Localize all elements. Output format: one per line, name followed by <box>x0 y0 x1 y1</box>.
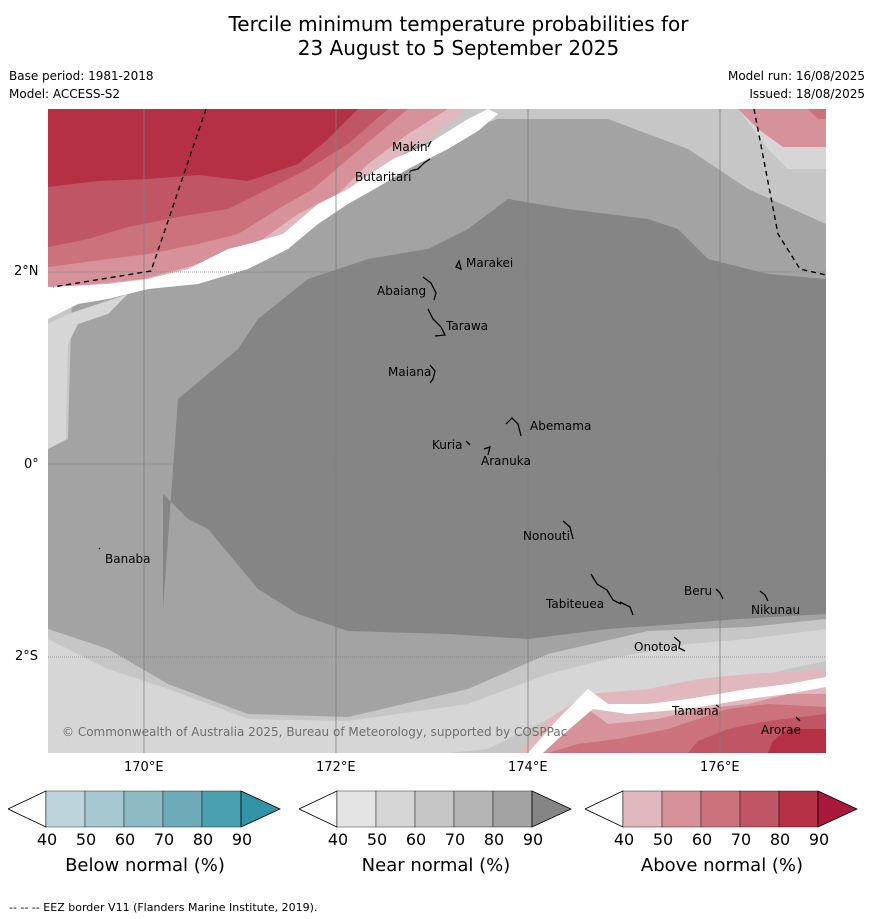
model-run: Model run: 16/08/2025 <box>727 69 865 83</box>
colorbar-below-seg-80-90 <box>201 790 242 828</box>
colorbar-near-seg-80-90 <box>492 790 533 828</box>
region-above-80-90-se <box>768 729 826 753</box>
label-tarawa: Tarawa <box>445 319 488 333</box>
copyright-text: © Commonwealth of Australia 2025, Bureau… <box>62 725 567 739</box>
label-butaritari: Butaritari <box>355 170 412 184</box>
colorbar-near-extend-high <box>531 790 572 828</box>
lat-label-2n: 2°N <box>14 264 39 279</box>
colorbar-above-seg-40-50 <box>622 790 663 828</box>
colorbar-above-seg-60-70 <box>700 790 741 828</box>
colorbar-below-seg-70-80 <box>162 790 203 828</box>
colorbar-above-extend-high <box>817 790 858 828</box>
colorbar-near-extend-low <box>299 790 338 828</box>
colorbar-near-title: Near normal (%) <box>361 855 511 876</box>
cb-near-tick: 70 <box>444 830 466 849</box>
base-period: Base period: 1981-2018 <box>9 69 154 83</box>
colorbar-above <box>585 790 858 828</box>
colorbar-near-seg-40-50 <box>336 790 377 828</box>
graticule <box>48 109 826 753</box>
label-maiana: Maiana <box>388 365 431 379</box>
label-onotoa: Onotoa <box>634 640 678 654</box>
colorbar-above-extend-low <box>585 790 624 828</box>
cb-above-tick: 40 <box>613 830 635 849</box>
colorbar-above-seg-50-60 <box>661 790 702 828</box>
cb-above-tick: 80 <box>769 830 791 849</box>
colorbar-above-seg-70-80 <box>739 790 780 828</box>
place-labels: Makin Butaritari Marakei Abaiang Tarawa … <box>105 140 801 737</box>
label-nonouti: Nonouti <box>523 529 570 543</box>
cb-below-tick: 40 <box>36 830 58 849</box>
cb-near-tick: 90 <box>522 830 544 849</box>
cb-above-tick: 70 <box>730 830 752 849</box>
colorbar-above-title: Above normal (%) <box>640 855 804 876</box>
region-near-80-90 <box>163 199 826 639</box>
issued-date: Issued: 18/08/2025 <box>749 87 865 101</box>
colorbar-below-seg-60-70 <box>123 790 164 828</box>
islands <box>98 140 801 722</box>
lat-label-2s: 2°S <box>15 649 39 664</box>
colorbar-above-seg-80-90 <box>778 790 819 828</box>
eez-border <box>52 109 826 288</box>
cb-below-tick: 60 <box>114 830 136 849</box>
region-near-50-60-south <box>48 629 826 753</box>
map-svg: Makin Butaritari Marakei Abaiang Tarawa … <box>48 109 826 753</box>
label-tabiteuea: Tabiteuea <box>545 597 604 611</box>
colorbar-below-seg-40-50 <box>45 790 86 828</box>
label-abaiang: Abaiang <box>377 284 426 298</box>
label-arorae: Arorae <box>761 723 801 737</box>
cb-near-tick: 60 <box>405 830 427 849</box>
colorbar-below-seg-50-60 <box>84 790 125 828</box>
label-marakei: Marakei <box>466 256 513 270</box>
cb-above-tick: 90 <box>808 830 830 849</box>
probability-map: Makin Butaritari Marakei Abaiang Tarawa … <box>48 109 826 753</box>
cb-near-tick: 50 <box>366 830 388 849</box>
region-near-50-60-west <box>48 294 128 449</box>
lon-label-170: 170°E <box>124 760 164 775</box>
cb-above-tick: 60 <box>691 830 713 849</box>
title-line-1: Tercile minimum temperature probabilitie… <box>228 12 689 36</box>
model-name: Model: ACCESS-S2 <box>9 87 121 101</box>
cb-near-tick: 80 <box>483 830 505 849</box>
colorbar-near-seg-50-60 <box>375 790 416 828</box>
eez-footer-note: -- -- -- EEZ border V11 (Flanders Marine… <box>9 901 318 914</box>
cb-near-tick: 40 <box>327 830 349 849</box>
cb-below-tick: 90 <box>231 830 253 849</box>
colorbar-below-title: Below normal (%) <box>65 855 225 876</box>
chart-title: Tercile minimum temperature probabilitie… <box>0 12 873 60</box>
label-beru: Beru <box>684 584 712 598</box>
label-banaba: Banaba <box>105 552 151 566</box>
colorbar-near <box>299 790 572 828</box>
label-tamana: Tamana <box>671 704 719 718</box>
lon-label-176: 176°E <box>700 760 740 775</box>
cb-below-tick: 50 <box>75 830 97 849</box>
lon-label-172: 172°E <box>316 760 356 775</box>
label-aranuka: Aranuka <box>481 454 531 468</box>
label-makin: Makin <box>392 140 428 154</box>
lon-label-174: 174°E <box>508 760 548 775</box>
region-above-50-60-ne <box>738 109 826 147</box>
label-nikunau: Nikunau <box>751 603 800 617</box>
cb-below-tick: 80 <box>192 830 214 849</box>
label-kuria: Kuria <box>432 438 463 452</box>
colorbar-below-extend-high <box>240 790 281 828</box>
title-line-2: 23 August to 5 September 2025 <box>297 36 620 60</box>
region-above-60-70-ne <box>808 109 826 119</box>
region-below-40-se <box>528 677 826 753</box>
region-above-80-90-nw <box>48 109 358 187</box>
colorbar-near-seg-60-70 <box>414 790 455 828</box>
region-below-40 <box>48 109 498 319</box>
cb-below-tick: 70 <box>153 830 175 849</box>
label-abemama: Abemama <box>530 419 591 433</box>
lat-label-0: 0° <box>24 457 39 472</box>
colorbar-below <box>8 790 281 828</box>
cb-above-tick: 50 <box>652 830 674 849</box>
colorbar-below-extend-low <box>8 790 47 828</box>
colorbar-near-seg-70-80 <box>453 790 494 828</box>
